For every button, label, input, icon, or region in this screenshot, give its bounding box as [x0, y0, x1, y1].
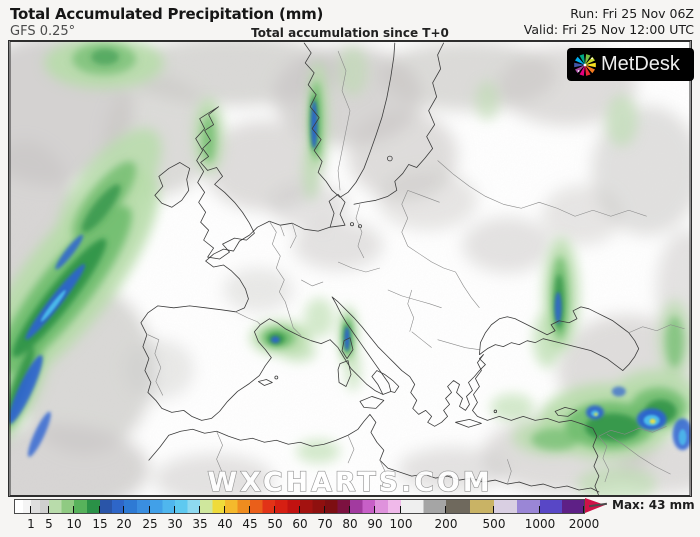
scale-tick-label: 1000: [524, 517, 556, 531]
scale-segment: 60: [275, 500, 308, 531]
scale-tick: [445, 506, 446, 513]
scale-tick-label: 5: [45, 517, 53, 531]
scale-tick-label: 70: [317, 517, 333, 531]
scale-tick-label: 100: [389, 517, 413, 531]
scale-tick: [48, 506, 49, 513]
page-title: Total Accumulated Precipitation (mm): [10, 5, 324, 23]
scale-segment: 1: [15, 500, 35, 531]
metdesk-logo-text: MetDesk: [601, 53, 680, 75]
watermark-text: WXCHARTS.COM: [208, 467, 493, 496]
scale-tick-label: 35: [192, 517, 208, 531]
scale-tick: [324, 506, 325, 513]
scale-tick: [299, 506, 300, 513]
coastlines: [140, 42, 640, 496]
scale-tick-label: 2000: [568, 517, 600, 531]
scale-tick-label: 40: [217, 517, 233, 531]
scale-segment: 500: [446, 500, 505, 531]
europe-precipitation-map: WXCHARTS.COM: [9, 41, 691, 496]
metdesk-logo: MetDesk: [567, 48, 694, 81]
scale-segment: 5: [31, 500, 53, 531]
metdesk-starburst-icon: [574, 53, 596, 76]
run-time-label: Run: Fri 25 Nov 06Z: [570, 6, 694, 21]
scale-tick: [199, 506, 200, 513]
scale-tick-label: 50: [267, 517, 283, 531]
scale-segment: 80: [325, 500, 358, 531]
scale-segment: 25: [124, 500, 158, 531]
scale-tick: [149, 506, 150, 513]
scale-segment: 200: [401, 500, 457, 531]
map-container: WXCHARTS.COM: [8, 40, 692, 497]
color-scale-bar: 1 5 10 15 20 25 30 35 40 45 50 60 70 80 90 100 200 500 100…: [14, 498, 605, 531]
scale-strip: 1 5 10 15 20 25 30 35 40 45 50 60 70 80 90 100 200 500 100…: [14, 499, 599, 531]
scale-segment: 70: [300, 500, 333, 531]
country-borders: [147, 50, 685, 488]
scale-tick-label: 10: [66, 517, 82, 531]
scale-tick-label: 90: [367, 517, 383, 531]
scale-tick-label: 200: [434, 517, 458, 531]
scale-tick: [374, 506, 375, 513]
scale-tick-label: 30: [167, 517, 183, 531]
scale-tick: [493, 506, 494, 513]
valid-time-label: Valid: Fri 25 Nov 12:00 UTC: [523, 22, 694, 37]
precip-cyan-layer: [40, 290, 687, 446]
scale-segment: 45: [225, 500, 258, 531]
model-label: GFS 0.25°: [10, 24, 76, 39]
scale-tick-label: 80: [342, 517, 358, 531]
scale-tick-label: 20: [116, 517, 132, 531]
scale-tick: [224, 506, 225, 513]
scale-tick: [30, 506, 31, 513]
scale-tick-label: 15: [92, 517, 108, 531]
scale-tick: [400, 506, 401, 513]
scale-tick-label: 25: [142, 517, 158, 531]
scale-tick-label: 60: [292, 517, 308, 531]
scale-tick: [249, 506, 250, 513]
precip-yellow-core-layer: [594, 412, 656, 424]
accumulation-subtitle: Total accumulation since T+0: [251, 26, 449, 40]
scale-tick: [539, 506, 540, 513]
scale-tick-label: 1: [27, 517, 35, 531]
map-frame: [9, 41, 691, 496]
scale-segment: 50: [250, 500, 283, 531]
scale-segment: 2000: [540, 500, 599, 531]
scale-segment: 90: [350, 500, 383, 531]
scale-tick: [99, 506, 100, 513]
scale-segment: 20: [100, 500, 132, 531]
scale-segment: 1000: [494, 500, 555, 531]
scale-segment: 15: [74, 500, 108, 531]
scale-tick: [583, 506, 584, 513]
scale-segment: 100: [375, 500, 412, 531]
scale-tick: [73, 506, 74, 513]
scale-segment: 10: [49, 500, 82, 531]
scale-tick-label: 45: [242, 517, 258, 531]
scale-segment: 30: [150, 500, 183, 531]
scale-max-label: Max: 43 mm: [612, 498, 695, 512]
scale-segment: 40: [200, 500, 233, 531]
scale-tick-label: 500: [482, 517, 506, 531]
scale-tick: [123, 506, 124, 513]
scale-tick: [349, 506, 350, 513]
scale-tick: [174, 506, 175, 513]
scale-tick: [274, 506, 275, 513]
scale-segment: 35: [175, 500, 208, 531]
